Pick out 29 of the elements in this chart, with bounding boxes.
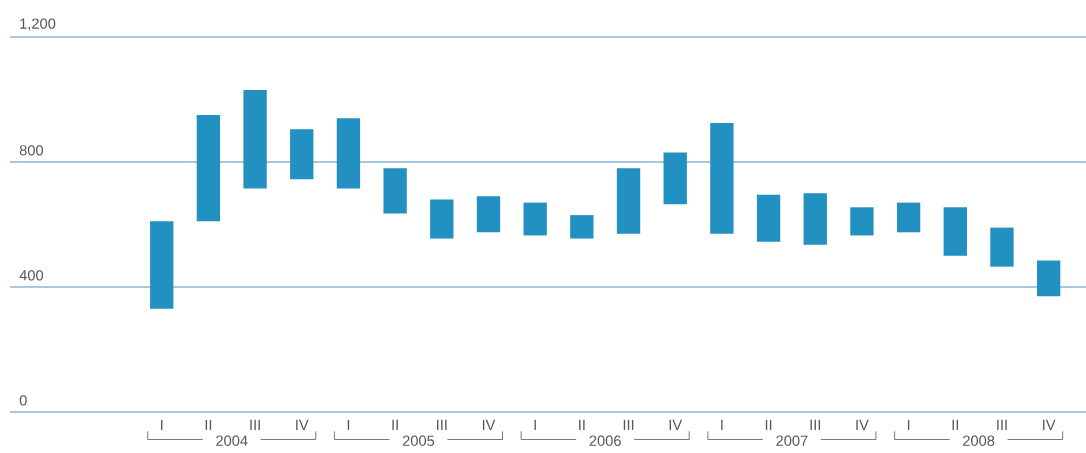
x-tick-label: IV: [1043, 419, 1056, 430]
y-tick-label: 0: [19, 395, 27, 406]
x-tick-label: I: [721, 419, 723, 430]
x-tick-label: III: [437, 419, 447, 430]
x-tick-label: IV: [669, 419, 683, 430]
text: 2006: [589, 435, 621, 446]
x-tick-label: I: [534, 419, 536, 430]
x-tick-label: I: [347, 419, 350, 430]
y-tick-label: 800: [19, 145, 44, 156]
x-tick-label: II: [205, 419, 212, 430]
y-tick-label: 400: [19, 270, 44, 281]
y-tick-label: 1,200: [20, 18, 56, 31]
text: 2008: [963, 435, 995, 446]
x-tick-label: III: [810, 419, 821, 430]
x-tick-label: II: [579, 419, 585, 430]
x-tick-label: I: [161, 419, 163, 430]
x-tick-label: IV: [856, 419, 869, 430]
text: 2007: [776, 435, 808, 446]
x-tick-label: IV: [482, 419, 496, 430]
x-tick-label: III: [250, 419, 260, 430]
x-tick-label: III: [997, 419, 1007, 430]
x-tick-label: I: [907, 419, 910, 430]
x-tick-label: II: [392, 419, 398, 430]
x-tick-label: IV: [296, 419, 309, 430]
x-tick-label: III: [623, 419, 634, 430]
x-tick-label: II: [952, 419, 959, 430]
x-tick-label: II: [765, 419, 772, 430]
text: 2005: [402, 435, 435, 446]
text: 2004: [216, 435, 248, 446]
